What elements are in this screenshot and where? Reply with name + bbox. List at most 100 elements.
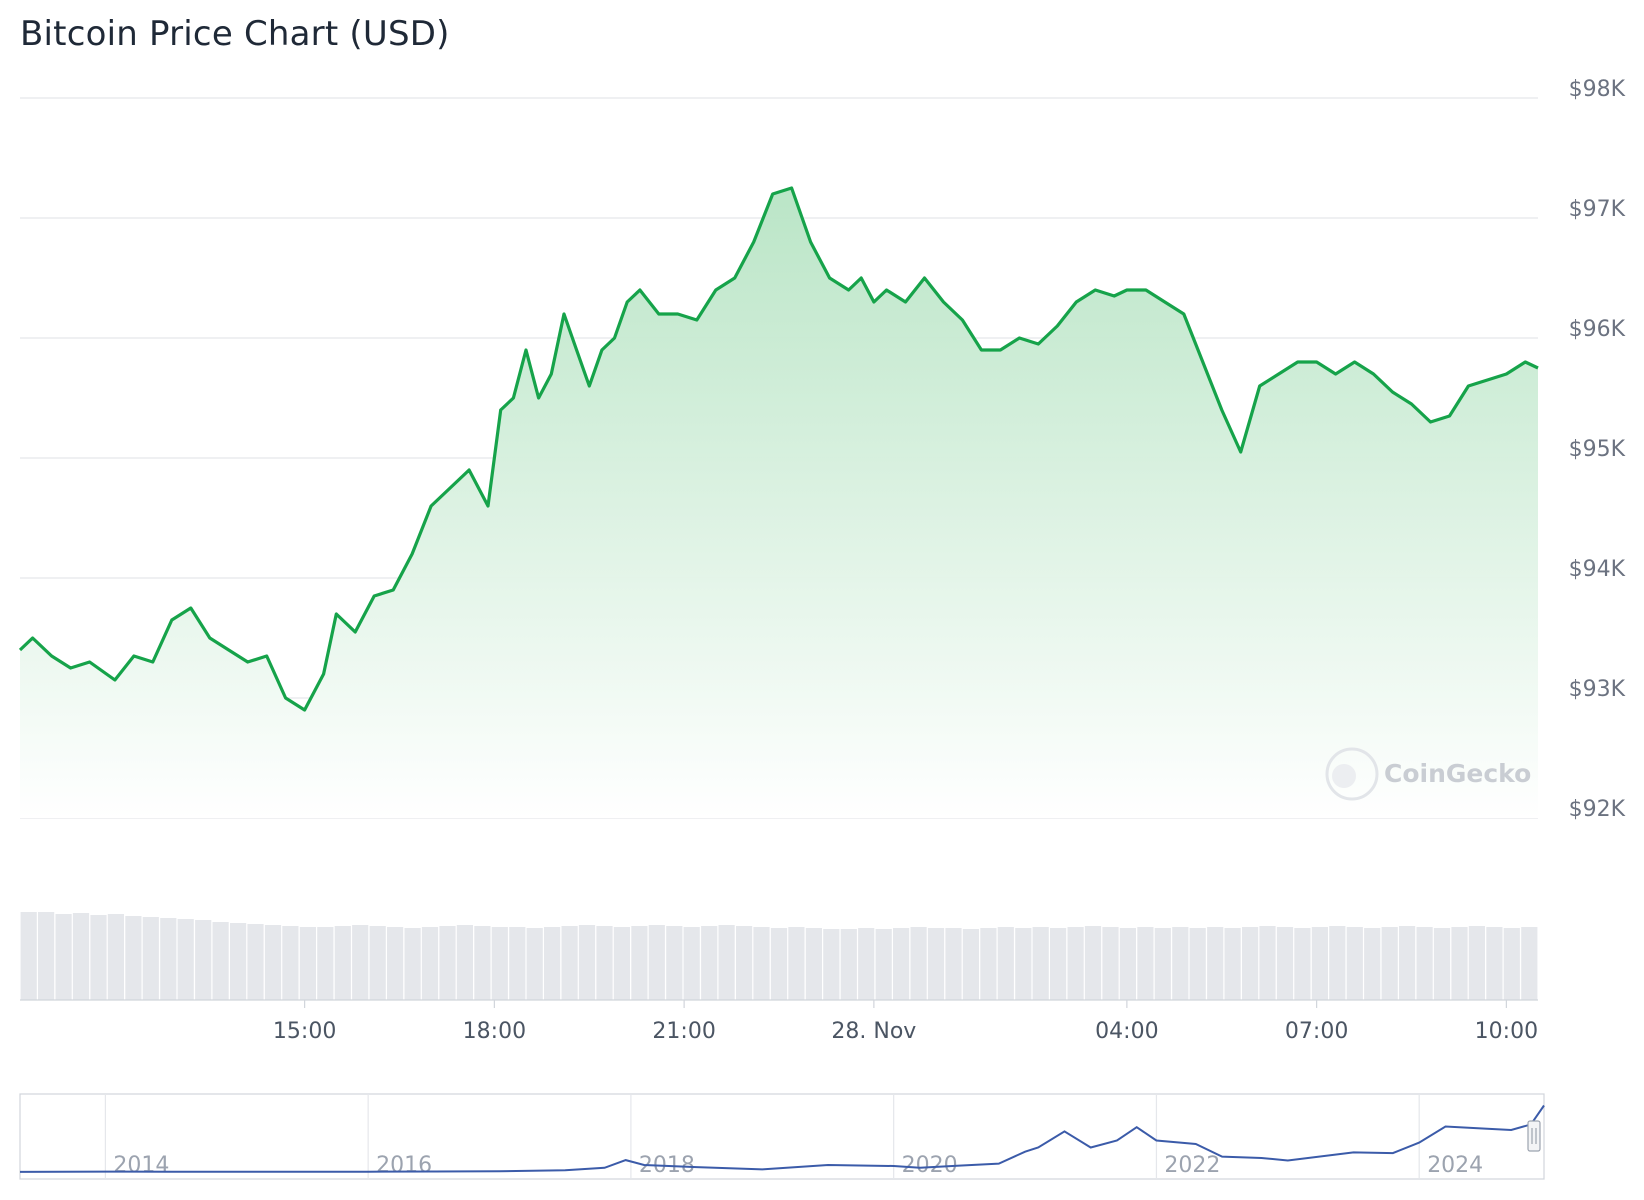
volume-bar (387, 927, 404, 1000)
volume-bar (1276, 927, 1294, 1000)
coingecko-logo-icon (1325, 747, 1379, 801)
volume-bar (160, 918, 177, 1000)
volume-bar (38, 912, 55, 1000)
volume-bar (1468, 926, 1485, 1000)
volume-bar (1259, 926, 1276, 1000)
y-axis: $98K $97K $96K $95K $94K $93K $92K (1569, 77, 1626, 822)
volume-bar (823, 929, 840, 1000)
volume-bar (177, 919, 194, 1000)
navigator-tick-label: 2022 (1164, 1153, 1220, 1178)
volume-bar (317, 927, 334, 1000)
volume-bar (997, 927, 1014, 1000)
x-axis: 15:00 18:00 21:00 28. Nov 04:00 07:00 10:00 (273, 1000, 1538, 1044)
coingecko-watermark: CoinGecko (1325, 747, 1531, 801)
volume-bar (875, 929, 892, 1000)
volume-bar (910, 927, 927, 1000)
volume-bar (421, 927, 439, 1000)
volume-bar (125, 916, 142, 1000)
volume-bar (980, 928, 997, 1000)
volume-bars (20, 912, 1538, 1001)
y-tick-label: $96K (1569, 317, 1626, 342)
volume-bar (247, 924, 264, 1000)
volume-bar (1329, 926, 1346, 1000)
chart-title: Bitcoin Price Chart (USD) (20, 14, 450, 54)
volume-bar (561, 926, 578, 1000)
volume-bar (195, 920, 212, 1000)
volume-bar (1189, 928, 1206, 1000)
volume-bar (1294, 928, 1311, 1000)
price-line[interactable] (18, 186, 1539, 712)
price-area (20, 188, 1538, 818)
volume-bar (1032, 927, 1049, 1000)
volume-bar (1015, 928, 1032, 1000)
volume-bar (1050, 928, 1067, 1000)
volume-bar (1521, 927, 1538, 1000)
navigator[interactable]: 2014 2016 2018 2020 2022 2024 (19, 1093, 1545, 1180)
volume-bar (1102, 927, 1119, 1000)
navigator-handle[interactable] (1527, 1120, 1541, 1152)
volume-bar (753, 927, 770, 1000)
volume-bar (666, 926, 683, 1000)
y-tick-label: $97K (1569, 197, 1626, 222)
volume-bar (334, 926, 351, 1000)
volume-bar (736, 926, 753, 1000)
y-tick-label: $93K (1569, 677, 1626, 702)
volume-bar (212, 922, 229, 1000)
volume-bar (107, 914, 124, 1000)
navigator-tick-label: 2016 (376, 1153, 432, 1178)
x-tick-label: 10:00 (1475, 1019, 1538, 1044)
y-tick-label: $98K (1569, 77, 1626, 102)
volume-bar (858, 928, 875, 1000)
volume-bar (1503, 928, 1520, 1000)
volume-bar (1381, 927, 1398, 1000)
volume-bar (893, 928, 910, 1000)
volume-bar (596, 926, 613, 1000)
volume-bar (369, 926, 386, 1000)
volume-bar (613, 927, 630, 1000)
volume-bar (1311, 927, 1328, 1000)
y-tick-label: $94K (1569, 557, 1626, 582)
volume-bar (788, 927, 805, 1000)
x-tick-label: 07:00 (1285, 1019, 1348, 1044)
volume-bar (264, 925, 282, 1000)
y-tick-label: $95K (1569, 437, 1626, 462)
volume-bar (578, 925, 596, 1000)
volume-bar (648, 925, 665, 1000)
volume-bar (840, 929, 857, 1000)
volume-bar (927, 928, 945, 1000)
volume-bar (1067, 927, 1084, 1000)
volume-bar (1154, 928, 1171, 1000)
volume-bar (1137, 927, 1154, 1000)
volume-bar (474, 926, 491, 1000)
volume-bar (1486, 927, 1503, 1000)
volume-bar (701, 926, 718, 1000)
volume-bar (230, 923, 247, 1000)
volume-bar (439, 926, 456, 1000)
volume-bar (1224, 928, 1241, 1000)
volume-bar (282, 926, 299, 1000)
x-tick-label: 28. Nov (831, 1019, 916, 1044)
volume-bar (55, 914, 72, 1000)
volume-bar (1242, 927, 1259, 1000)
volume-bar (90, 915, 107, 1000)
volume-bar (142, 917, 159, 1000)
volume-bar (1084, 926, 1102, 1000)
volume-bar (1172, 927, 1189, 1000)
volume-bar (20, 912, 37, 1000)
volume-bar (1364, 928, 1381, 1000)
navigator-tick-label: 2024 (1427, 1153, 1483, 1178)
volume-bar (1119, 928, 1136, 1000)
volume-bar (1207, 927, 1224, 1000)
volume-bar (544, 927, 561, 1000)
volume-bar (526, 928, 543, 1000)
volume-bar (962, 929, 979, 1000)
volume-bar (1346, 927, 1363, 1000)
volume-bar (805, 928, 822, 1000)
volume-bar (404, 928, 421, 1000)
volume-bar (72, 913, 90, 1000)
volume-bar (718, 925, 735, 1000)
volume-bar (509, 927, 526, 1000)
volume-bar (770, 928, 788, 1000)
volume-bar (1416, 927, 1433, 1000)
